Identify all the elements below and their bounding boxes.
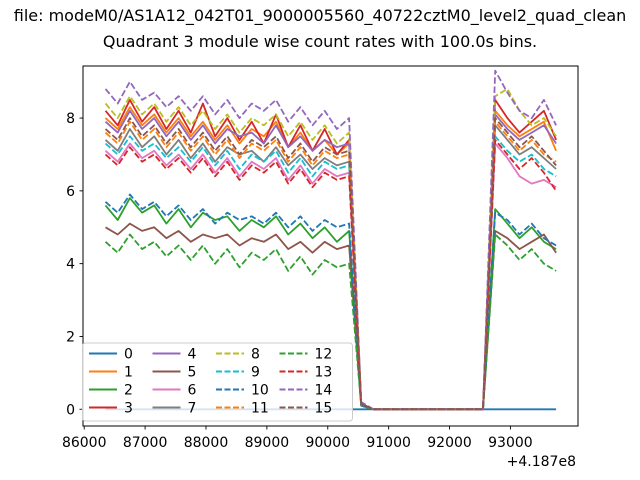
series-line-15 (104, 117, 557, 411)
x-tick-label: 88000 (184, 435, 229, 451)
y-tick-label: 2 (66, 329, 75, 345)
legend-label-13: 13 (315, 365, 333, 381)
chart-title: Quadrant 3 module wise count rates with … (102, 32, 538, 51)
x-axis-offset-label: +4.187e8 (507, 454, 576, 470)
legend-label-2: 2 (124, 383, 133, 399)
legend-label-7: 7 (188, 401, 197, 417)
legend-label-15: 15 (315, 401, 333, 417)
y-tick-label: 0 (66, 402, 75, 418)
legend-label-12: 12 (315, 347, 333, 363)
legend-label-1: 1 (124, 365, 133, 381)
legend-label-14: 14 (315, 383, 333, 399)
legend-label-11: 11 (251, 401, 269, 417)
legend-box (82, 342, 353, 422)
figure-suptitle: file: modeM0/AS1A12_042T01_9000005560_40… (13, 6, 627, 25)
legend-label-3: 3 (124, 401, 133, 417)
x-tick-label: 86000 (62, 435, 107, 451)
legend-label-5: 5 (188, 365, 197, 381)
legend-label-6: 6 (188, 383, 197, 399)
y-tick-label: 8 (66, 111, 75, 127)
axes-frame (82, 65, 579, 427)
legend-label-4: 4 (188, 347, 197, 363)
x-tick-label: 87000 (123, 435, 168, 451)
legend-label-8: 8 (251, 347, 260, 363)
legend-label-9: 9 (251, 365, 260, 381)
legend-label-0: 0 (124, 347, 133, 363)
x-tick-label: 92000 (427, 435, 472, 451)
y-tick-label: 6 (66, 184, 75, 200)
x-tick-label: 91000 (366, 435, 411, 451)
y-tick-label: 4 (66, 257, 75, 273)
x-tick-label: 89000 (245, 435, 290, 451)
legend-label-10: 10 (251, 383, 269, 399)
x-tick-label: 90000 (305, 435, 350, 451)
x-tick-label: 93000 (488, 435, 533, 451)
